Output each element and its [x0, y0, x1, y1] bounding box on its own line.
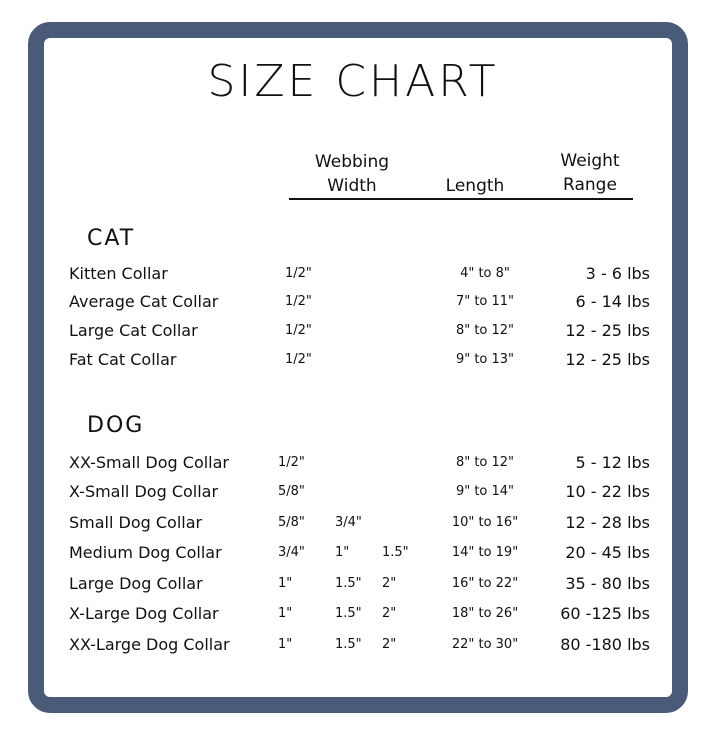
- webbing-width: 1": [278, 637, 293, 652]
- header-webbing-line2: Width: [327, 176, 377, 196]
- webbing-width: 1/2": [285, 266, 312, 281]
- section-cat: CAT: [87, 226, 136, 251]
- chart-border: [28, 22, 688, 713]
- weight-range: 80 -180 lbs: [560, 635, 650, 654]
- collar-name: XX-Large Dog Collar: [69, 635, 230, 654]
- header-length: Length: [445, 176, 505, 196]
- header-webbing-width: Webbing Width: [292, 150, 412, 198]
- section-dog: DOG: [87, 413, 145, 438]
- webbing-width: 1": [335, 545, 350, 560]
- length-range: 4" to 8": [460, 266, 510, 281]
- webbing-width: 1/2": [285, 323, 312, 338]
- header-weight-line2: Range: [563, 175, 617, 195]
- length-range: 9" to 13": [455, 352, 515, 367]
- header-rule: [289, 198, 633, 200]
- collar-name: XX-Small Dog Collar: [69, 453, 230, 472]
- header-weight-line1: Weight: [560, 151, 620, 171]
- length-range: 9" to 14": [455, 484, 515, 499]
- webbing-width: 1.5": [335, 576, 362, 591]
- collar-name: X-Large Dog Collar: [69, 604, 219, 623]
- length-range: 14" to 19": [451, 545, 519, 560]
- webbing-width: 1.5": [335, 637, 362, 652]
- length-range: 10" to 16": [451, 515, 519, 530]
- weight-range: 3 - 6 lbs: [585, 264, 650, 283]
- webbing-width: 5/8": [278, 484, 305, 499]
- length-range: 8" to 12": [455, 323, 515, 338]
- webbing-width: 5/8": [278, 515, 305, 530]
- length-range: 18" to 26": [451, 606, 519, 621]
- collar-name: Small Dog Collar: [69, 513, 203, 532]
- collar-name: X-Small Dog Collar: [69, 482, 219, 501]
- webbing-width: 3/4": [278, 545, 305, 560]
- weight-range: 20 - 45 lbs: [565, 543, 650, 562]
- collar-name: Fat Cat Collar: [69, 350, 177, 369]
- collar-name: Average Cat Collar: [69, 292, 219, 311]
- collar-name: Kitten Collar: [69, 264, 168, 283]
- collar-name: Large Dog Collar: [69, 574, 203, 593]
- webbing-width: 1.5": [335, 606, 362, 621]
- header-webbing-line1: Webbing: [314, 152, 390, 172]
- weight-range: 12 - 25 lbs: [565, 321, 650, 340]
- webbing-width: 2": [382, 637, 397, 652]
- header-weight-range: Weight Range: [530, 149, 650, 197]
- length-range: 22" to 30": [451, 637, 519, 652]
- length-range: 7" to 11": [455, 294, 515, 309]
- weight-range: 12 - 28 lbs: [565, 513, 650, 532]
- length-range: 16" to 22": [451, 576, 519, 591]
- collar-name: Medium Dog Collar: [69, 543, 222, 562]
- length-range: 8" to 12": [455, 455, 515, 470]
- webbing-width: 1": [278, 576, 293, 591]
- webbing-width: 1/2": [285, 294, 312, 309]
- weight-range: 60 -125 lbs: [560, 604, 650, 623]
- weight-range: 12 - 25 lbs: [565, 350, 650, 369]
- webbing-width: 2": [382, 606, 397, 621]
- weight-range: 6 - 14 lbs: [575, 292, 650, 311]
- webbing-width: 1.5": [382, 545, 409, 560]
- webbing-width: 1/2": [285, 352, 312, 367]
- weight-range: 5 - 12 lbs: [575, 453, 650, 472]
- webbing-width: 1": [278, 606, 293, 621]
- weight-range: 35 - 80 lbs: [565, 574, 650, 593]
- weight-range: 10 - 22 lbs: [565, 482, 650, 501]
- page-title: SIZE CHART: [207, 56, 499, 107]
- collar-name: Large Cat Collar: [69, 321, 198, 340]
- webbing-width: 1/2": [278, 455, 305, 470]
- webbing-width: 2": [382, 576, 397, 591]
- webbing-width: 3/4": [335, 515, 362, 530]
